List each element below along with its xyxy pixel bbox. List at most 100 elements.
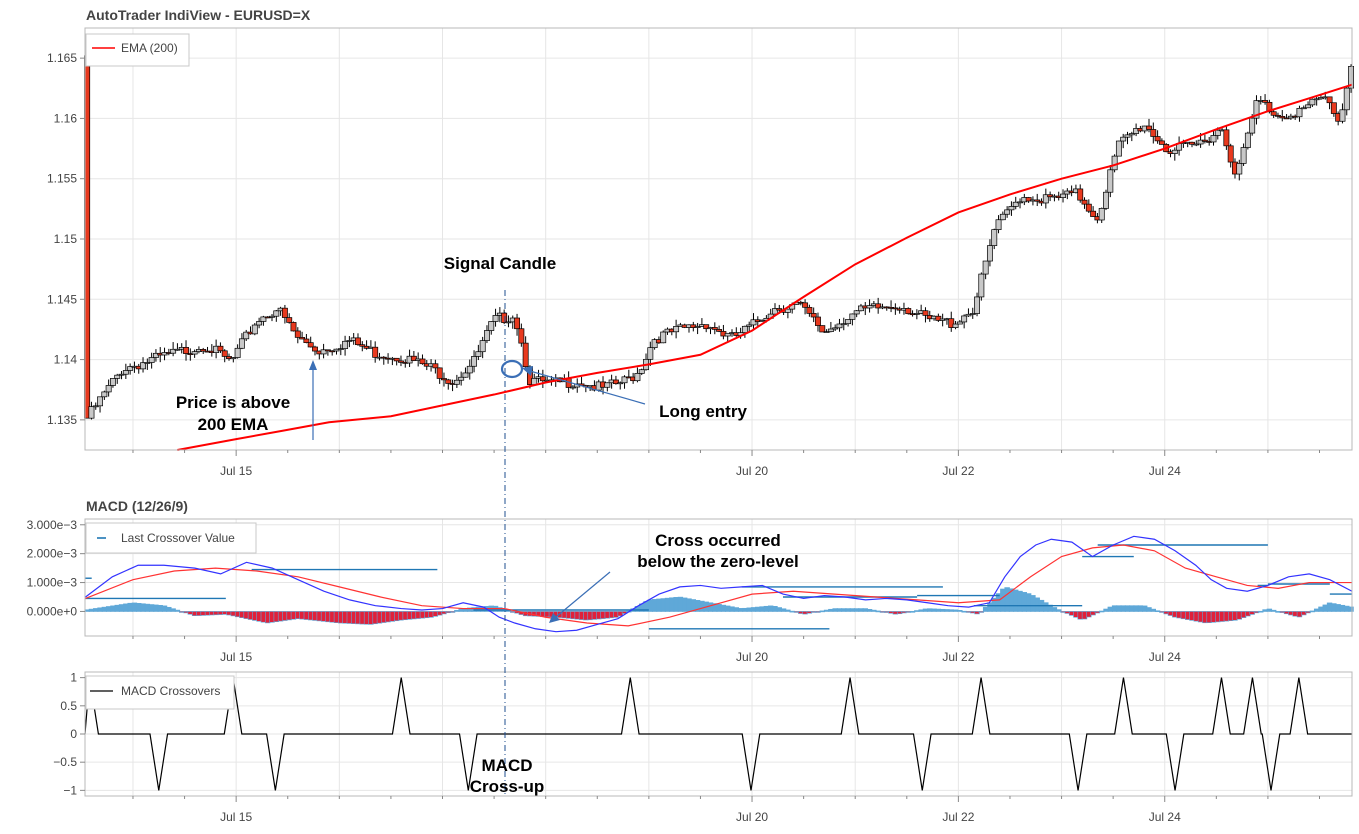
candle-body (312, 346, 318, 352)
candle-body (759, 320, 766, 323)
candle-body (845, 319, 852, 325)
candle-body (1034, 199, 1041, 202)
ema-legend-label: EMA (200) (121, 41, 178, 55)
macd-histogram-bar (1270, 609, 1277, 612)
price-panel-axis: 1.135 1.14 1.145 1.15 1.155 1.16 1.165 Jul 15 Ju… (47, 51, 1320, 478)
candle-body (398, 360, 404, 363)
candle-body (965, 313, 972, 317)
macd-histogram-bar (909, 611, 916, 613)
cross-below-arrowhead (549, 613, 560, 623)
candle-body (1171, 149, 1178, 154)
candle-body (806, 306, 813, 314)
candle-body (1111, 155, 1118, 171)
candle-body (638, 369, 645, 374)
candle-body (986, 245, 993, 262)
candle-body (1060, 193, 1066, 198)
candle-body (152, 352, 159, 358)
long-entry-circle (500, 359, 524, 379)
candle-body (342, 340, 349, 349)
candle-body (922, 310, 929, 316)
candle-body (703, 324, 710, 330)
candle-body (741, 325, 748, 333)
candle-body (1120, 136, 1127, 142)
candle-body (866, 305, 873, 309)
candle-body (612, 379, 619, 385)
candle-body (518, 328, 525, 344)
y-tick-label: −0.5 (53, 755, 77, 769)
candle-body (815, 316, 821, 326)
y-tick-label: 1.155 (47, 172, 77, 186)
macd-histogram-bar (1348, 606, 1354, 612)
candle-body (1197, 139, 1204, 145)
price-above-arrowhead (309, 360, 317, 370)
price-panel-title: AutoTrader IndiView - EURUSD=X (86, 7, 311, 23)
candle-body (170, 348, 177, 354)
candle-body (337, 348, 344, 350)
candle-body (647, 347, 654, 360)
candle-body (273, 310, 280, 317)
signal-candle-label: Signal Candle (444, 254, 556, 273)
x-tick-label: Jul 15 (220, 650, 252, 664)
crossovers-legend: MACD Crossovers (85, 675, 235, 710)
cross-below-label-line2: below the zero-level (637, 552, 799, 571)
candle-body (1124, 134, 1131, 138)
candle-body (1077, 188, 1084, 201)
candle-body (1305, 104, 1312, 109)
candle-body (501, 312, 508, 323)
candle-body (183, 347, 189, 354)
candle-body (234, 347, 241, 358)
candle-body (118, 373, 125, 376)
candle-body (1085, 203, 1092, 212)
candle-body (1300, 107, 1307, 110)
candle-body (1253, 100, 1260, 119)
candle-body (1210, 135, 1217, 143)
price-panel-grid (85, 28, 1352, 450)
candle-body (716, 329, 723, 332)
candle-body (333, 348, 340, 352)
candle-body (88, 406, 95, 419)
candle-body (466, 365, 473, 374)
candle-body (913, 313, 920, 315)
candle-body (784, 308, 791, 313)
candle-body (441, 378, 447, 381)
candle-body (475, 351, 482, 357)
candle-body (1103, 191, 1109, 209)
y-tick-label: 1.000e−3 (27, 576, 78, 590)
macd-histogram-bar (1056, 609, 1062, 612)
candle-body (1309, 98, 1316, 106)
y-tick-label: 1.15 (54, 232, 78, 246)
candle-body (1313, 98, 1320, 101)
candle-body (488, 321, 495, 331)
candle-body (1150, 129, 1157, 137)
candle-body (92, 405, 99, 408)
candle-body (114, 374, 121, 379)
candle-body (746, 324, 753, 327)
candle-body (840, 323, 847, 326)
crossover-value-legend-label: Last Crossover Value (121, 531, 235, 545)
candle-body (995, 219, 1002, 231)
candle-body (750, 319, 757, 326)
candle-body (1326, 96, 1333, 104)
candle-body (1128, 133, 1135, 136)
candle-body (355, 337, 361, 346)
candle-body (260, 316, 267, 322)
candle-body (1146, 125, 1152, 130)
candle-body (961, 315, 968, 323)
candle-body (969, 313, 976, 315)
candle-body (148, 357, 155, 363)
y-tick-label: 0.000e+0 (27, 604, 78, 618)
y-tick-label: 1.16 (54, 111, 78, 125)
macd-crossup-label-line2: Cross-up (470, 777, 545, 796)
macd-histogram-bar (449, 611, 456, 613)
y-tick-label: 1.165 (47, 51, 77, 65)
candle-body (1012, 201, 1019, 207)
macd-histogram-bar (174, 609, 181, 612)
x-tick-label: Jul 24 (1149, 650, 1181, 664)
candle-body (827, 328, 834, 332)
y-tick-label: 0.5 (60, 699, 77, 713)
candle-body (484, 330, 490, 341)
candle-body (1283, 117, 1290, 120)
candle-body (1201, 139, 1208, 142)
y-tick-label: 3.000e−3 (27, 518, 78, 532)
